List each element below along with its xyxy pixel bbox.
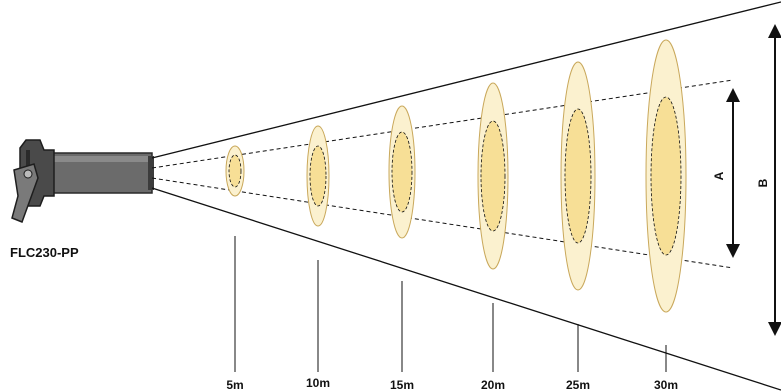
inner-spot-20m: [480, 120, 506, 232]
spot-20m: [477, 82, 509, 270]
lamp-lens-ring: [148, 156, 154, 190]
dimension-label-b: B: [756, 178, 770, 187]
outer-beam-edge-top: [151, 1, 781, 159]
distance-label-10m: 10m: [306, 376, 330, 390]
lamp-icon: [11, 139, 154, 223]
dimension-b-arrowhead-bottom: [768, 322, 781, 336]
distance-label-20m: 20m: [481, 378, 505, 392]
lamp-barrel-highlight: [52, 156, 152, 162]
distance-label-15m: 15m: [390, 378, 414, 392]
inner-spot-5m: [228, 154, 242, 188]
spot-5m: [225, 145, 245, 197]
inner-spot-30m: [650, 96, 682, 256]
distance-label-5m: 5m: [226, 378, 243, 392]
spot-30m: [645, 39, 687, 313]
model-label: FLC230-PP: [10, 245, 79, 260]
lamp-mount-knob: [23, 169, 33, 179]
inner-spot-25m: [564, 108, 592, 244]
dimension-b-arrowhead-top: [768, 24, 781, 38]
dimension-a-arrowhead-top: [726, 88, 740, 102]
distance-label-30m: 30m: [654, 378, 678, 392]
spot-25m: [560, 61, 596, 291]
dimension-arrow-a: [726, 88, 740, 258]
dimension-label-a: A: [712, 171, 726, 180]
dimension-a-arrowhead-bottom: [726, 244, 740, 258]
beam-spots: [225, 39, 687, 313]
distance-markers: [234, 236, 667, 372]
inner-spot-15m: [391, 131, 413, 213]
inner-spot-10m: [309, 145, 327, 207]
distance-label-25m: 25m: [566, 378, 590, 392]
spot-15m: [388, 105, 416, 239]
dimension-arrow-b: [768, 24, 781, 336]
lamp-mount-bracket: [11, 163, 39, 223]
spot-10m: [306, 125, 330, 227]
outer-beam-edge-bottom: [151, 187, 781, 391]
